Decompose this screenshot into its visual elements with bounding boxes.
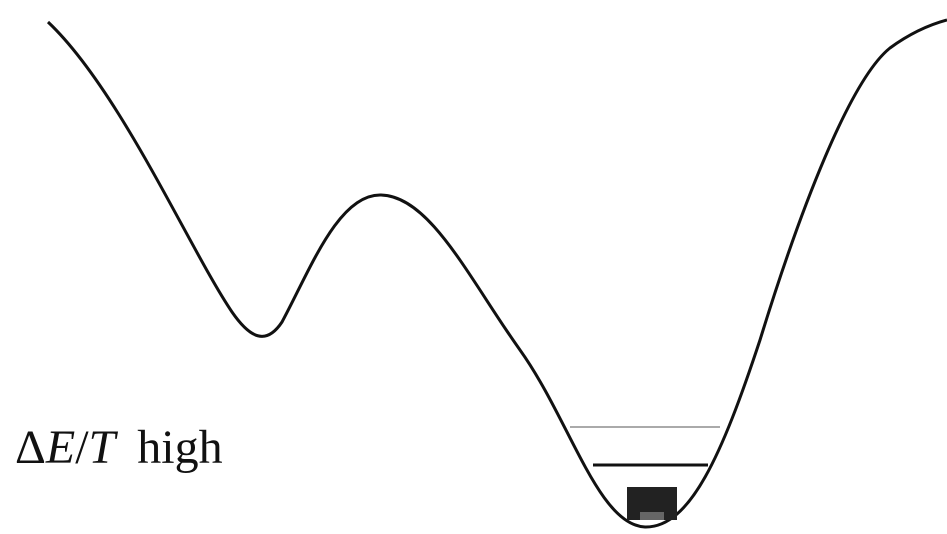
temperature-symbol: T	[89, 421, 119, 474]
condition-label: ΔE/T high	[15, 421, 223, 474]
particle-shade	[640, 512, 664, 520]
energy-symbol: E	[45, 421, 75, 474]
slash: /	[75, 421, 89, 474]
label-word: high	[137, 421, 222, 474]
energy-curve	[46, 18, 947, 529]
delta: Δ	[15, 421, 46, 474]
